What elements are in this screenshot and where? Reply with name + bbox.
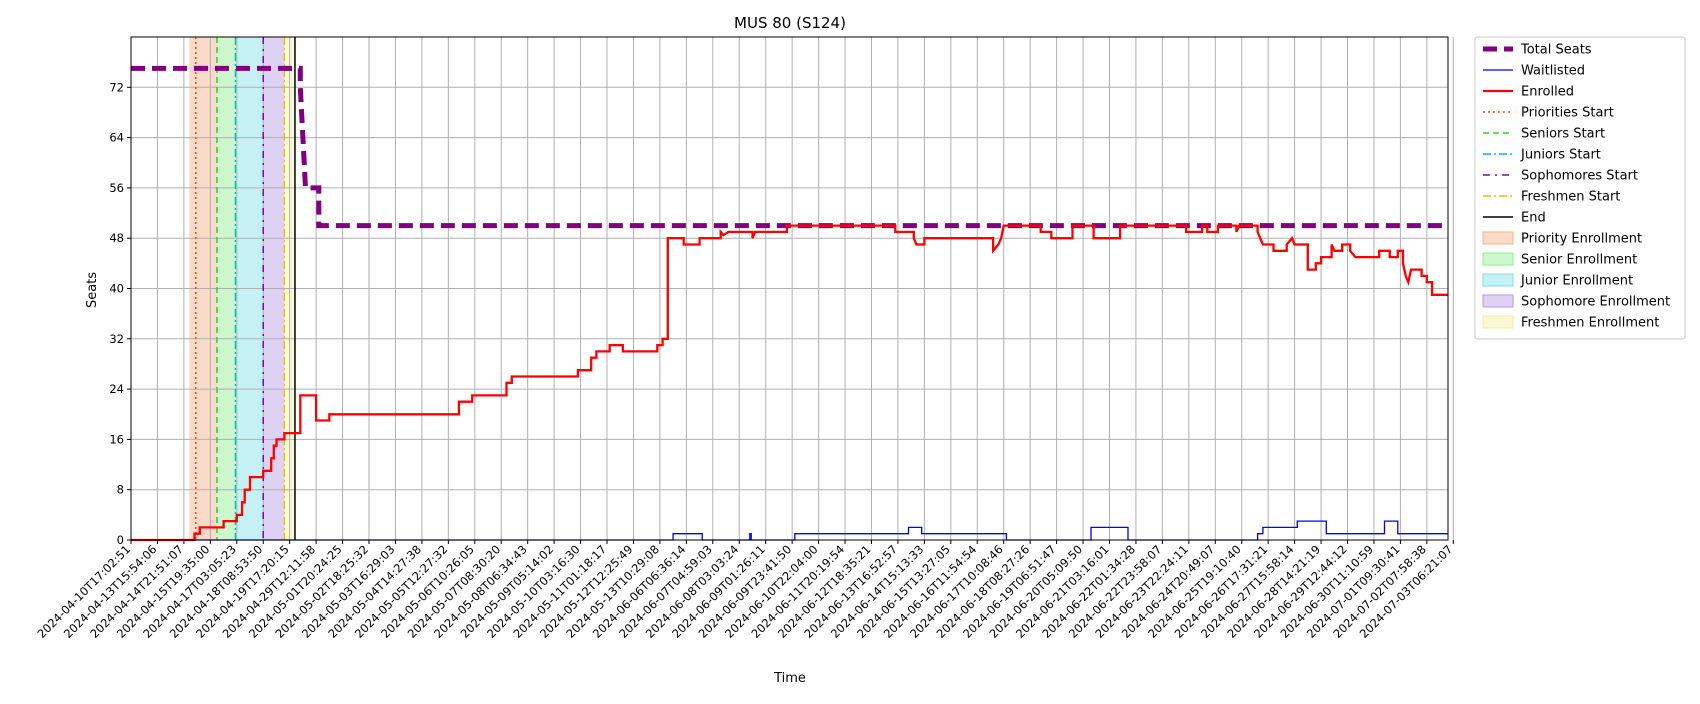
legend-swatch-sophomore-enrollment (1482, 294, 1514, 308)
series-line-enrolled (131, 224, 1448, 542)
legend-label-end: End (1521, 211, 1546, 226)
legend-swatch-priority-enrollment (1482, 231, 1514, 245)
legend-label-total-seats: Total Seats (1520, 43, 1592, 58)
legend-label-juniors-start: Juniors Start (1520, 148, 1601, 163)
legend-label-sophomore-enrollment: Sophomore Enrollment (1521, 295, 1670, 310)
plot-frame (130, 36, 1449, 541)
legend-label-waitlisted: Waitlisted (1521, 64, 1585, 79)
series-line-total-seats (131, 65, 1448, 229)
legend-swatch-senior-enrollment (1482, 252, 1514, 266)
plot-area: 2024-04-10T17:02:512024-04-13T15:54:0620… (34, 36, 1455, 641)
y-tick-label: 48 (109, 231, 124, 245)
legend-label-priority-enrollment: Priority Enrollment (1521, 232, 1642, 247)
legend-label-enrolled: Enrolled (1521, 85, 1574, 100)
y-axis-label: Seats (85, 272, 100, 308)
legend-label-junior-enrollment: Junior Enrollment (1520, 274, 1633, 289)
y-tick-label: 64 (109, 131, 124, 145)
y-tick-label: 24 (109, 382, 124, 396)
legend-label-freshmen-enrollment: Freshmen Enrollment (1521, 316, 1659, 331)
y-tick-label: 40 (109, 282, 124, 296)
y-tick-label: 32 (109, 332, 124, 346)
legend-label-freshmen-start: Freshmen Start (1521, 190, 1620, 205)
legend-swatch-freshmen-enrollment (1482, 315, 1514, 329)
legend-label-priorities-start: Priorities Start (1521, 106, 1614, 121)
legend-label-sophomores-start: Sophomores Start (1521, 169, 1638, 184)
legend-label-senior-enrollment: Senior Enrollment (1521, 253, 1637, 268)
chart-title: MUS 80 (S124) (734, 14, 846, 32)
legend-swatch-junior-enrollment (1482, 273, 1514, 287)
y-tick-label: 16 (109, 432, 124, 446)
legend-box (1474, 36, 1686, 340)
x-axis-label: Time (773, 671, 806, 686)
y-tick-label: 56 (109, 181, 124, 195)
legend: Total Seats Waitlisted Enrolled Priorities … (1474, 36, 1686, 340)
y-tick-label: 0 (117, 533, 124, 547)
y-tick-label: 8 (117, 483, 124, 497)
legend-label-seniors-start: Seniors Start (1521, 127, 1605, 142)
y-tick-label: 72 (109, 80, 124, 94)
